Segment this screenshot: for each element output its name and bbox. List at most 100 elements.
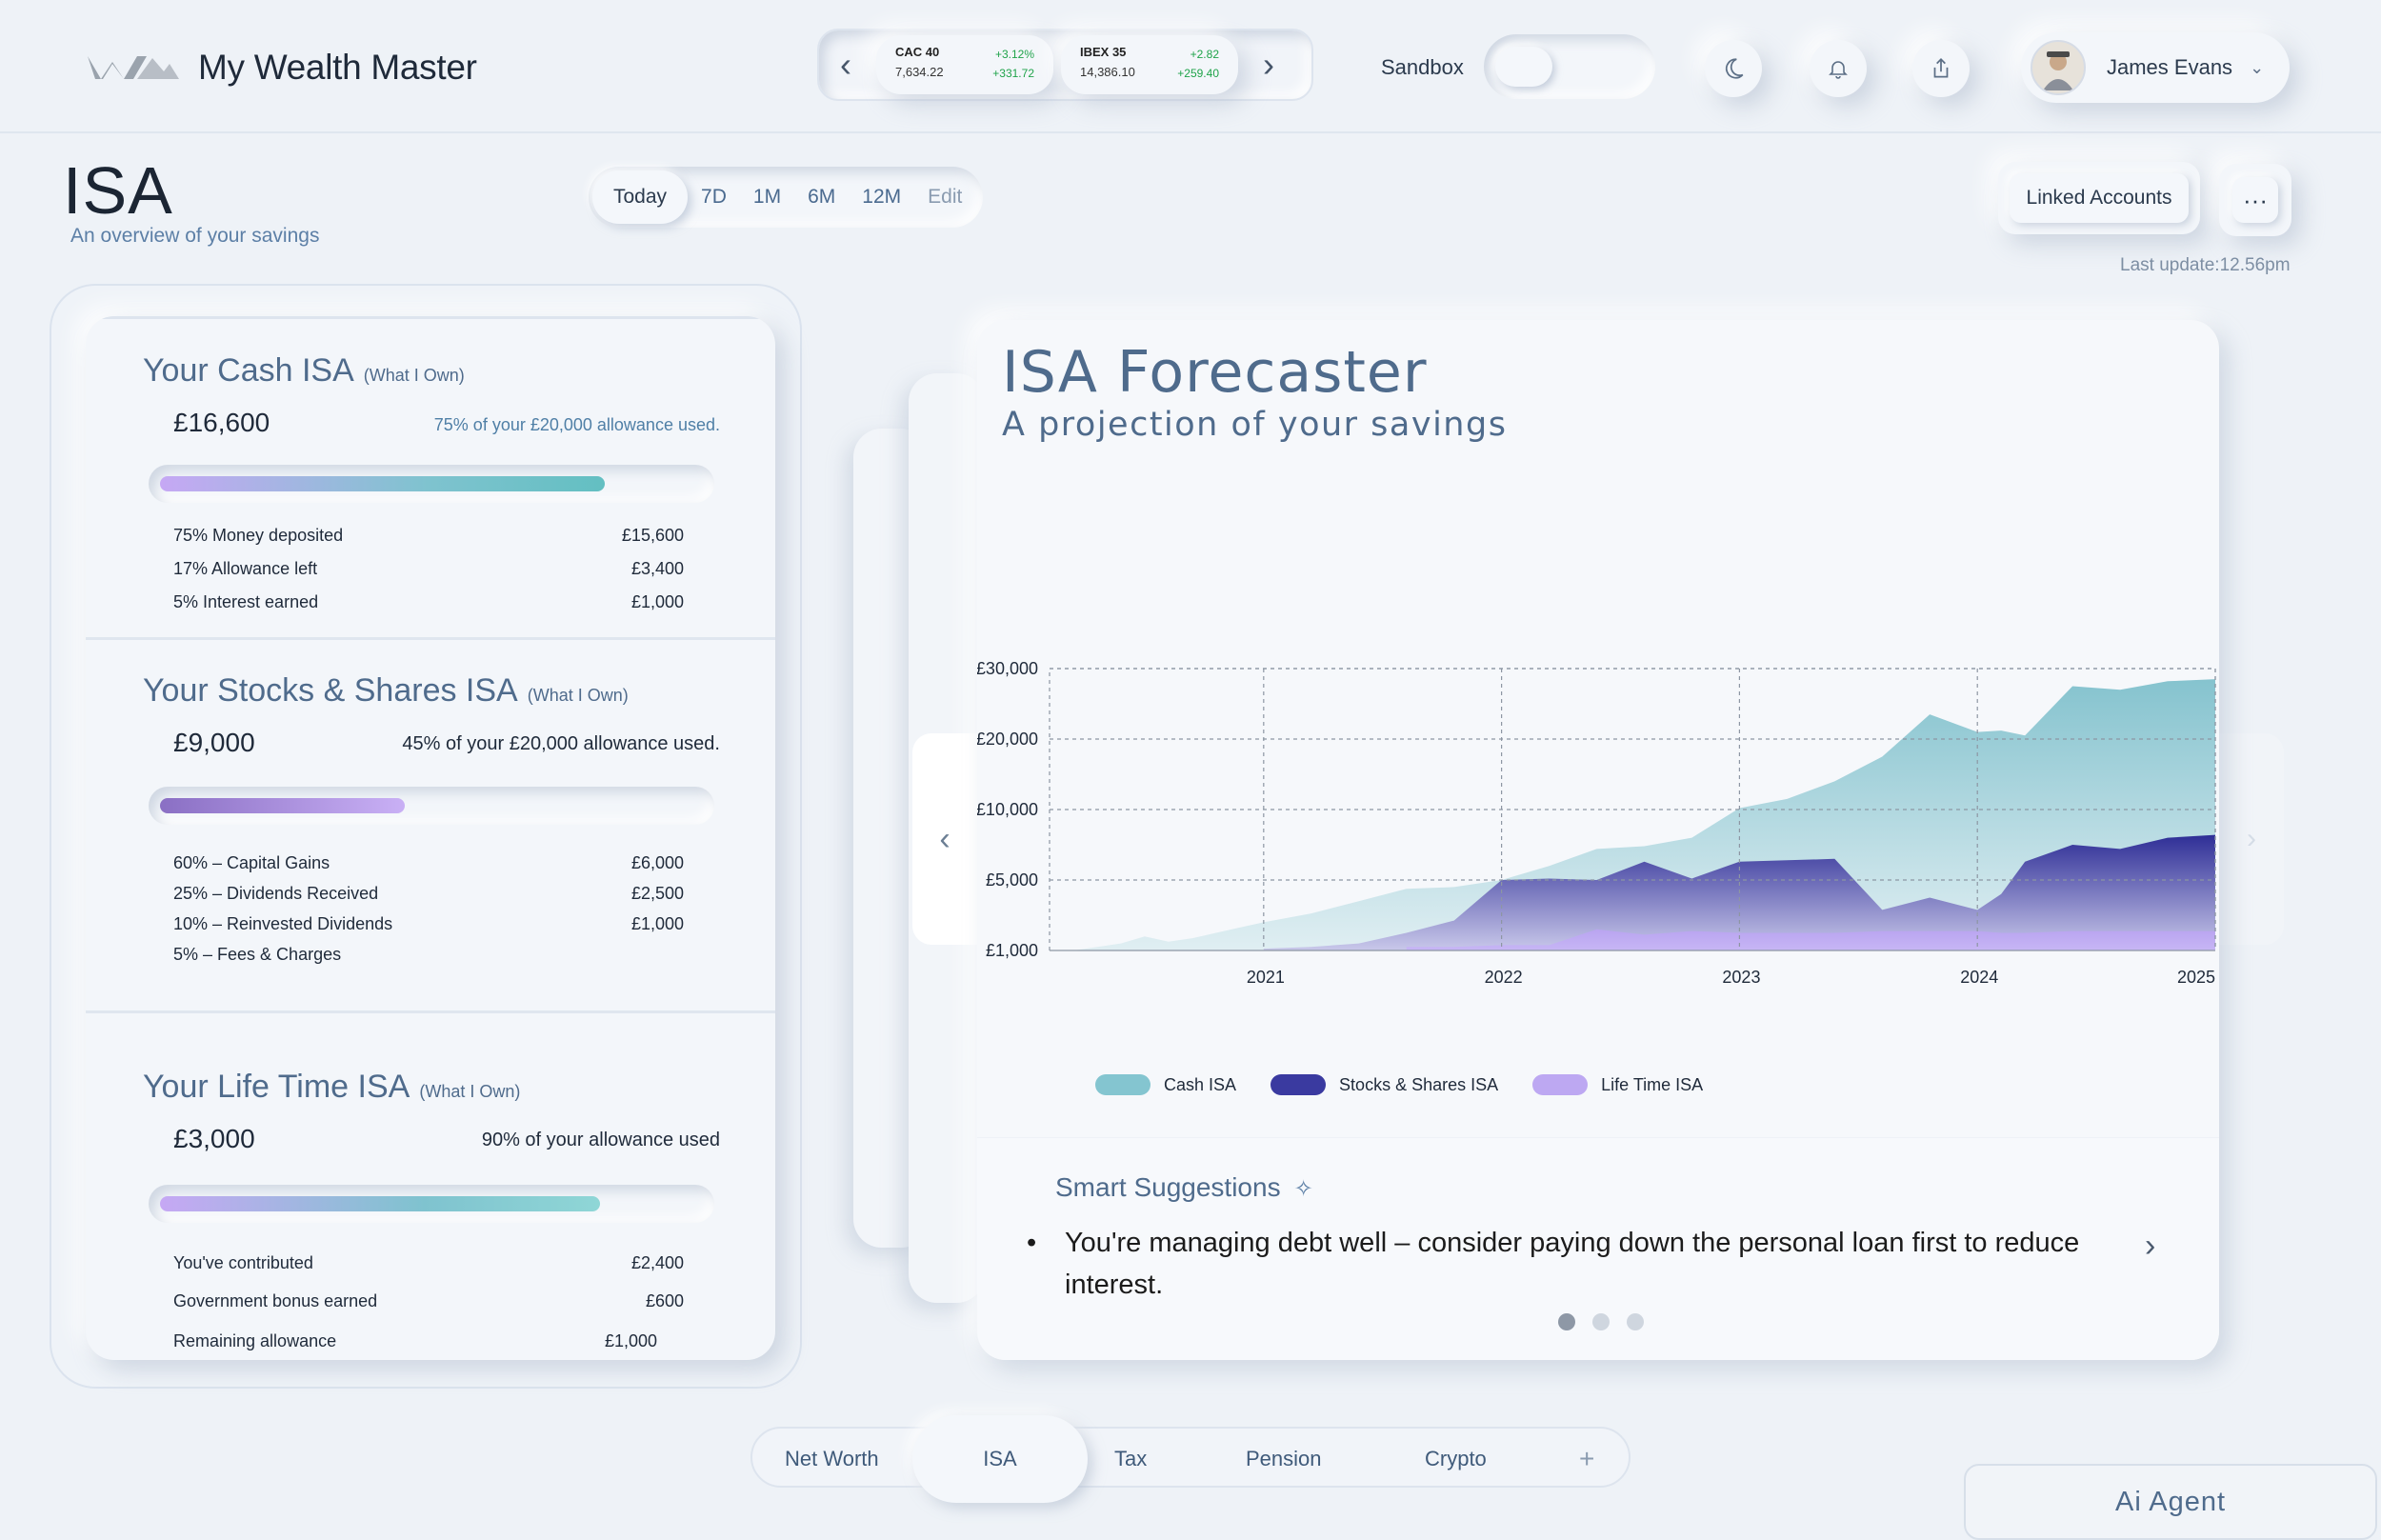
tab-tax[interactable]: Tax [1114,1447,1148,1470]
ticker-card-ibex35[interactable]: IBEX 35 14,386.10 +2.82 +259.40 [1061,35,1238,94]
range-12m[interactable]: 12M [862,186,902,208]
legend-label: Stocks & Shares ISA [1339,1074,1499,1094]
lifetime-isa-amount: £3,000 [173,1124,255,1153]
row-label: 5% Interest earned [173,592,319,611]
sandbox-toggle[interactable] [1484,34,1655,99]
cash-isa-title: Your Cash ISA (What I Own) [143,352,465,390]
list-item: 10% – Reinvested Dividends £1,000 [173,914,684,934]
stocks-isa-allowance-note: 45% of your £20,000 allowance used. [402,733,720,754]
list-item: 5% Interest earned £1,000 [173,592,684,612]
list-item: Remaining allowance £1,000 [173,1331,657,1351]
row-value: £15,600 [621,526,684,545]
stocks-isa-amount: £9,000 [173,728,255,757]
user-menu[interactable]: James Evans ⌄ [2021,32,2290,103]
app-name: My Wealth Master [198,48,477,87]
lifetime-isa-title: Your Life Time ISA (What I Own) [143,1069,520,1106]
y-tick-label: £10,000 [977,800,1038,819]
cash-isa-amount: £16,600 [173,408,270,437]
ai-agent-button[interactable]: Ai Agent [1964,1464,2377,1540]
logo-icon [88,56,179,79]
x-tick-label: 2021 [1247,968,1285,987]
list-item: 60% – Capital Gains £6,000 [173,853,684,873]
top-bar: My Wealth Master ‹ CAC 40 7,634.22 +3.12… [0,0,2381,133]
ticker-pct: +3.12% [994,48,1034,61]
x-tick-label: 2024 [1960,968,1998,987]
row-value: £2,400 [630,1253,684,1272]
suggestion-text: You're managing debt well – consider pay… [1027,1222,2103,1306]
tab-net-worth[interactable]: Net Worth [785,1447,879,1470]
tab-pension[interactable]: Pension [1246,1447,1322,1470]
ticker-name: IBEX 35 [1080,45,1127,59]
tab-isa[interactable]: ISA [912,1415,1088,1503]
suggestion-next-icon[interactable]: › [2145,1228,2156,1264]
legend-item[interactable]: Stocks & Shares ISA [1271,1074,1498,1095]
more-options-button[interactable]: ··· [2219,164,2291,236]
lifetime-isa-allowance-note: 90% of your allowance used [481,1130,720,1150]
ticker-prev-icon[interactable]: ‹ [840,45,851,84]
y-tick-label: £30,000 [977,659,1038,678]
pagination-dot[interactable] [1592,1313,1610,1330]
tab-crypto[interactable]: Crypto [1425,1447,1487,1470]
pagination-dot[interactable] [1627,1313,1644,1330]
smart-suggestions: Smart Suggestions ✧ You're managing debt … [977,1137,2219,1360]
linked-accounts-button[interactable]: Linked Accounts [1998,162,2200,234]
add-tab-icon[interactable]: + [1579,1444,1595,1473]
list-item: 25% – Dividends Received £2,500 [173,884,684,904]
legend-label: Life Time ISA [1601,1074,1704,1094]
row-label: Remaining allowance [173,1331,337,1350]
range-edit[interactable]: Edit [928,186,963,208]
row-label: 60% – Capital Gains [173,853,330,872]
carousel-prev-icon[interactable]: ‹ [912,733,977,945]
user-avatar-icon [2043,51,2073,90]
row-value: £600 [645,1291,684,1310]
legend-item[interactable]: Cash ISA [1095,1074,1236,1095]
forecaster-subtitle: A projection of your savings [1002,406,1508,444]
row-label: You've contributed [173,1253,313,1272]
stocks-isa-progress-bar [149,787,714,825]
ticker-value: 7,634.22 [895,65,944,79]
x-tick-label: 2022 [1485,968,1523,987]
legend-item[interactable]: Life Time ISA [1532,1074,1703,1095]
legend-swatch [1532,1074,1589,1095]
pagination-dot[interactable] [1558,1313,1575,1330]
stocks-isa-title-text: Your Stocks & Shares ISA [143,672,518,709]
range-6m[interactable]: 6M [808,186,836,208]
suggestions-title-text: Smart Suggestions [1055,1172,1281,1202]
x-tick-label: 2025 [2177,968,2215,987]
legend-label: Cash ISA [1164,1074,1237,1094]
legend-swatch [1095,1074,1150,1095]
row-value: £2,500 [630,884,684,903]
isa-forecaster-card: ISA Forecaster A projection of your savi… [977,320,2219,1360]
last-update: Last update:12.56pm [2120,255,2291,275]
avatar [2031,40,2086,95]
list-item: 17% Allowance left £3,400 [173,559,684,579]
bottom-nav: Net Worth ISA Tax Pension Crypto + [750,1415,1631,1503]
moon-icon [1725,58,1744,79]
user-name: James Evans [2107,55,2233,79]
forecast-chart: £1,000 £5,000 £10,000 £20,000 £30,000 2021 20… [977,659,2216,987]
list-item: You've contributed £2,400 [173,1253,684,1273]
share-button[interactable] [1912,40,1970,97]
range-7d[interactable]: 7D [701,186,727,208]
sparkle-icon: ✧ [1293,1176,1313,1202]
more-icon: ··· [2232,177,2278,223]
dark-mode-button[interactable] [1705,40,1762,97]
row-label: Government bonus earned [173,1291,378,1310]
time-range-selector: Today 7D 1M 6M 12M Edit [589,167,983,228]
app-logo[interactable]: My Wealth Master [88,48,477,88]
ticker-next-icon[interactable]: › [1263,45,1274,84]
ticker-card-cac40[interactable]: CAC 40 7,634.22 +3.12% +331.72 [876,35,1053,94]
ticker-change: +331.72 [992,67,1034,80]
cash-isa-progress-bar [149,465,714,503]
range-1m[interactable]: 1M [752,186,782,208]
y-tick-label: £20,000 [977,730,1038,749]
cash-isa-tag: (What I Own) [363,366,465,385]
linked-accounts-label: Linked Accounts [2009,173,2190,223]
notifications-button[interactable] [1810,40,1867,97]
page-subtitle: An overview of your savings [70,225,320,247]
carousel-next-icon[interactable]: › [2219,733,2284,945]
cash-isa-allowance-note: 75% of your £20,000 allowance used. [433,415,720,434]
y-tick-label: £1,000 [986,941,1038,960]
range-today[interactable]: Today [592,170,689,224]
list-item: 75% Money deposited £15,600 [173,526,684,546]
